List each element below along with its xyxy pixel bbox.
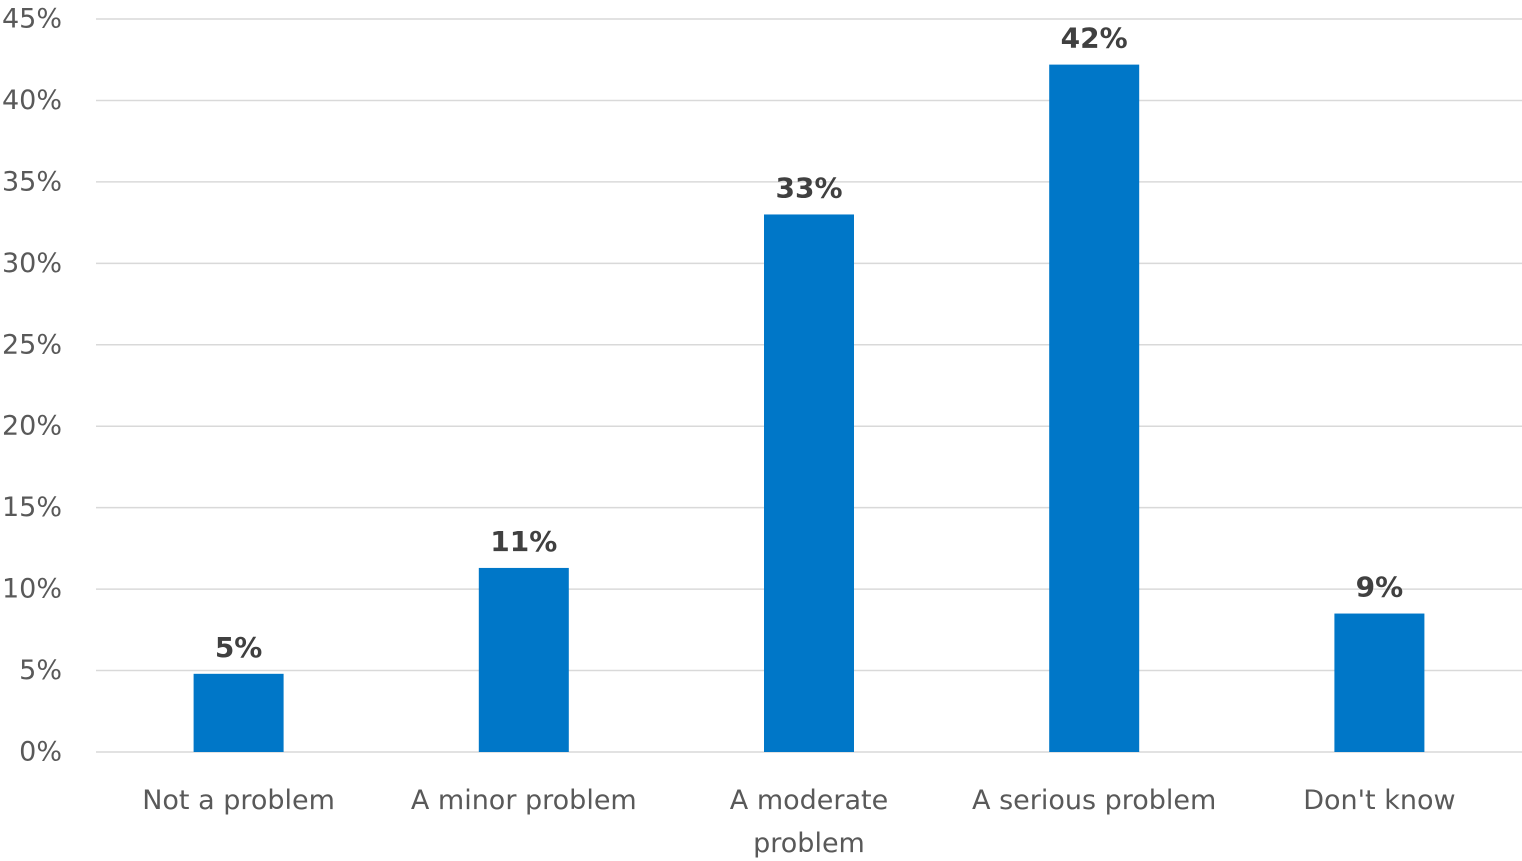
bars (193, 64, 1425, 752)
x-axis-categories: Not a problem A minor problem A moderate pr… (142, 785, 1455, 859)
y-tick-label: 20% (2, 411, 62, 442)
data-label: 9% (1356, 571, 1404, 604)
x-category-label: problem (753, 828, 865, 859)
data-label: 5% (215, 631, 263, 664)
data-label: 42% (1061, 22, 1128, 55)
bar (1334, 613, 1425, 752)
data-label: 11% (490, 525, 557, 558)
bar (478, 567, 569, 752)
data-label: 33% (775, 171, 842, 204)
x-category-label: Don't know (1303, 785, 1455, 816)
x-category-label: A minor problem (411, 785, 637, 816)
y-tick-label: 40% (2, 85, 62, 116)
data-labels: 5% 11% 33% 42% 9% (215, 22, 1403, 664)
y-tick-label: 30% (2, 248, 62, 279)
bar (764, 214, 854, 752)
y-tick-label: 10% (2, 574, 62, 605)
y-tick-label: 5% (19, 655, 62, 686)
y-tick-label: 25% (2, 329, 62, 360)
y-tick-label: 15% (2, 492, 62, 523)
y-tick-label: 35% (2, 166, 62, 197)
x-category-label: A serious problem (972, 785, 1216, 816)
y-tick-label: 0% (19, 737, 62, 768)
y-tick-label: 45% (2, 4, 62, 35)
bar (1049, 64, 1140, 752)
x-category-label: A moderate (730, 785, 888, 816)
x-category-label: Not a problem (142, 785, 335, 816)
y-axis-ticks: 0% 5% 10% 15% 20% 25% 30% 35% 40% 45% (2, 4, 62, 768)
bar (193, 673, 284, 752)
